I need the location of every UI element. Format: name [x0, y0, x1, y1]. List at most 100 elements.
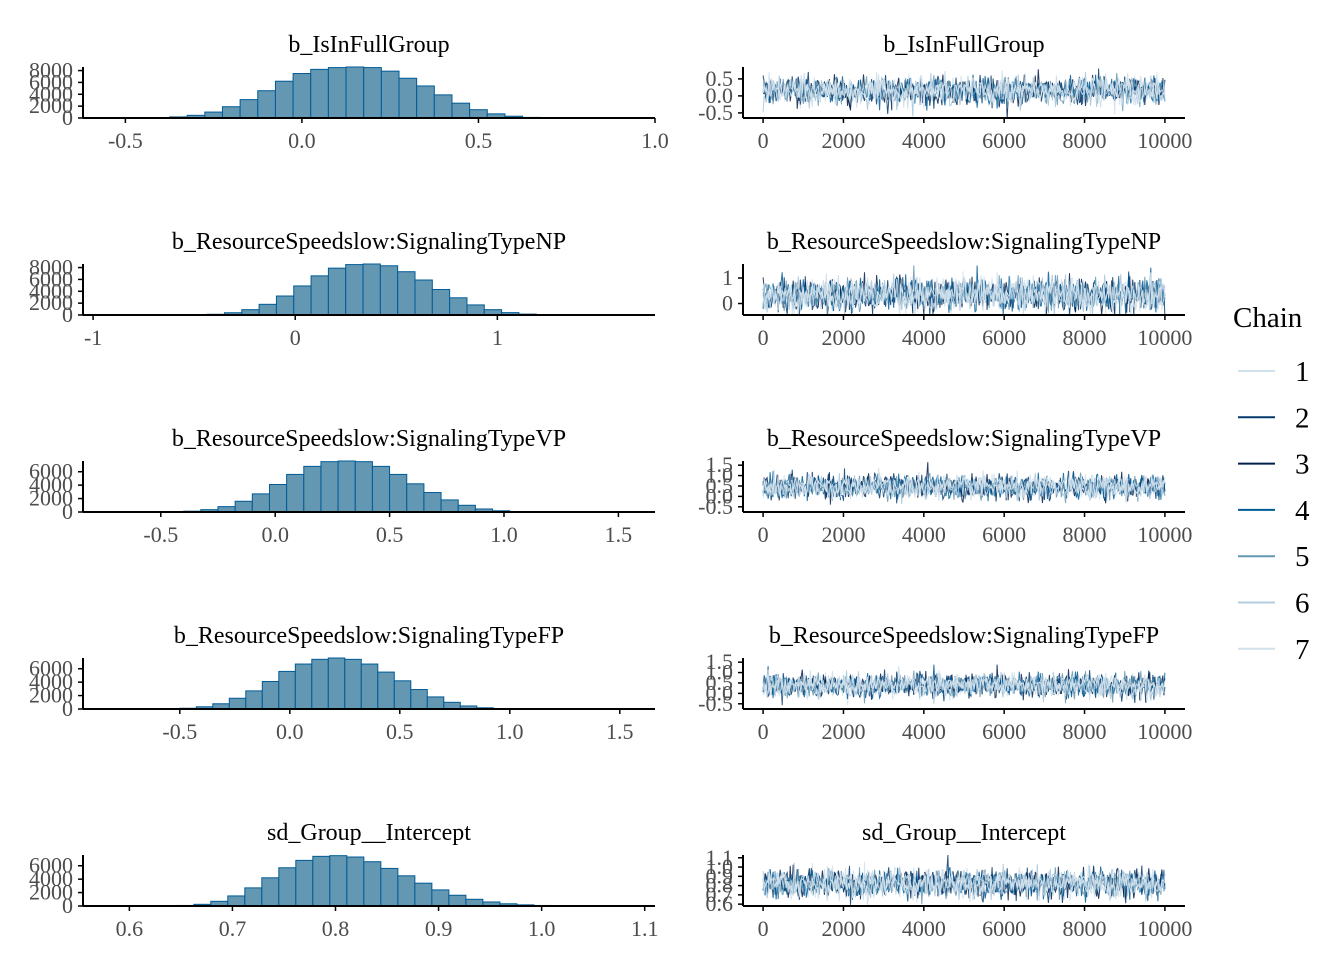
y-tick-label: -0.5	[698, 100, 733, 125]
panel-title: b_ResourceSpeedslow:SignalingTypeVP	[172, 426, 566, 452]
histogram-bar	[327, 67, 347, 119]
histogram-bar	[414, 279, 433, 316]
histogram-bar	[448, 894, 467, 907]
x-tick-label: 6000	[982, 719, 1026, 744]
legend-label: 5	[1295, 541, 1310, 573]
panel-title: sd_Group__Intercept	[267, 820, 471, 846]
histogram-bar	[380, 867, 399, 907]
x-tick-label: -0.5	[162, 719, 197, 744]
histogram-bar	[469, 109, 488, 119]
histogram-bar	[406, 483, 425, 513]
histogram-bar	[327, 267, 347, 316]
trace-line-chain-7	[762, 868, 1166, 907]
y-tick-label: 4000	[29, 669, 73, 694]
x-tick-label: 10000	[1137, 719, 1192, 744]
y-tick-label: 0	[62, 302, 73, 327]
y-tick-label: 4000	[29, 278, 73, 303]
trace-line-chain-6	[762, 670, 1166, 704]
histogram-bar	[310, 275, 329, 316]
histogram-bar	[345, 264, 364, 316]
x-tick-label: 2000	[821, 522, 865, 547]
panel-title: b_IsInFullGroup	[288, 32, 449, 58]
x-tick-label: 2000	[821, 325, 865, 350]
histogram-bar	[345, 66, 365, 119]
legend-item-chain-1: 1	[1238, 356, 1310, 388]
histogram-bar	[344, 658, 362, 710]
histogram-bar	[362, 263, 381, 316]
panel-title: b_ResourceSpeedslow:SignalingTypeVP	[767, 426, 1161, 452]
x-tick-label: 0.6	[116, 916, 144, 941]
x-tick-label: 4000	[902, 522, 946, 547]
legend-item-chain-6: 6	[1238, 588, 1310, 620]
histogram-bar	[239, 99, 259, 119]
histogram-bar	[380, 70, 400, 119]
x-tick-label: 10000	[1137, 522, 1192, 547]
x-tick-label: 0.7	[219, 916, 247, 941]
histogram-bar	[278, 670, 296, 710]
y-tick-label: 4000	[29, 472, 73, 497]
x-tick-label: 0	[758, 325, 769, 350]
y-tick-label: 8000	[29, 255, 73, 280]
histogram-bar	[443, 701, 461, 710]
histogram-panel-4: b_ResourceSpeedslow:SignalingTypeFP -0.5 0…	[29, 623, 655, 744]
histogram-bar	[274, 80, 294, 119]
trace-panel-5: sd_Group__Intercept 0 2000 4000 6000 8000 1000…	[706, 820, 1193, 941]
histogram-bar	[389, 473, 408, 513]
histogram-panel-2: b_ResourceSpeedslow:SignalingTypeNP -1 0 1 0…	[29, 229, 655, 350]
histogram-bar	[416, 85, 435, 119]
y-tick-label: 1	[722, 265, 733, 290]
histogram-bar	[449, 297, 468, 316]
histogram-bar	[261, 877, 280, 907]
histogram-bar	[245, 690, 263, 710]
y-tick-label: 0	[62, 893, 73, 918]
histogram-bar	[393, 680, 412, 710]
y-tick-label: 0	[62, 105, 73, 130]
y-tick-label: 1.1	[706, 845, 734, 870]
x-tick-label: 6000	[982, 522, 1026, 547]
histogram-bar	[329, 855, 348, 907]
y-tick-label: 0.0	[706, 83, 734, 108]
histogram-bar	[398, 77, 418, 119]
x-tick-label: 4000	[902, 325, 946, 350]
y-tick-label: 0	[62, 499, 73, 524]
panel-title: sd_Group__Intercept	[862, 820, 1066, 846]
histogram-bar	[227, 895, 246, 907]
histogram-bar	[377, 671, 395, 710]
x-tick-label: 8000	[1063, 916, 1107, 941]
histogram-bar	[423, 492, 442, 513]
y-tick-label: 0	[62, 696, 73, 721]
histogram-bar	[371, 465, 391, 513]
histogram-bar	[327, 657, 346, 710]
x-tick-label: 1.5	[606, 719, 634, 744]
x-tick-label: 0	[758, 916, 769, 941]
x-tick-label: 1.0	[641, 128, 669, 153]
panel-title: b_IsInFullGroup	[883, 32, 1044, 58]
y-tick-label: 0.6	[706, 891, 734, 916]
histogram-bar	[379, 265, 399, 316]
trace-line-chain-7	[762, 70, 1166, 109]
x-tick-label: 2000	[821, 916, 865, 941]
x-tick-label: 1.5	[605, 522, 633, 547]
y-tick-label: 6000	[29, 266, 73, 291]
x-tick-label: 10000	[1137, 916, 1192, 941]
legend: Chain 1 2 3 4 5 6 7	[1233, 302, 1310, 666]
x-tick-label: -0.5	[143, 522, 178, 547]
x-tick-label: -0.5	[108, 128, 143, 153]
histogram-bar	[363, 67, 382, 119]
x-tick-label: 4000	[902, 719, 946, 744]
legend-title: Chain	[1233, 302, 1303, 334]
y-tick-label: 2000	[29, 290, 73, 315]
x-tick-label: 0	[290, 325, 301, 350]
x-tick-label: 0	[758, 128, 769, 153]
legend-item-chain-4: 4	[1238, 495, 1310, 527]
histogram-bar	[294, 663, 313, 710]
y-tick-label: 1.5	[706, 649, 734, 674]
x-tick-label: 0.5	[376, 522, 404, 547]
histogram-bar	[426, 696, 445, 710]
histogram-bar	[311, 658, 329, 710]
y-tick-label: -0.5	[698, 691, 733, 716]
histogram-bar	[303, 465, 322, 513]
x-tick-label: 1.1	[631, 916, 659, 941]
histogram-panel-1: b_IsInFullGroup -0.5 0.0 0.5 1.0 020004000600…	[29, 32, 669, 153]
y-tick-label: 2000	[29, 93, 73, 118]
